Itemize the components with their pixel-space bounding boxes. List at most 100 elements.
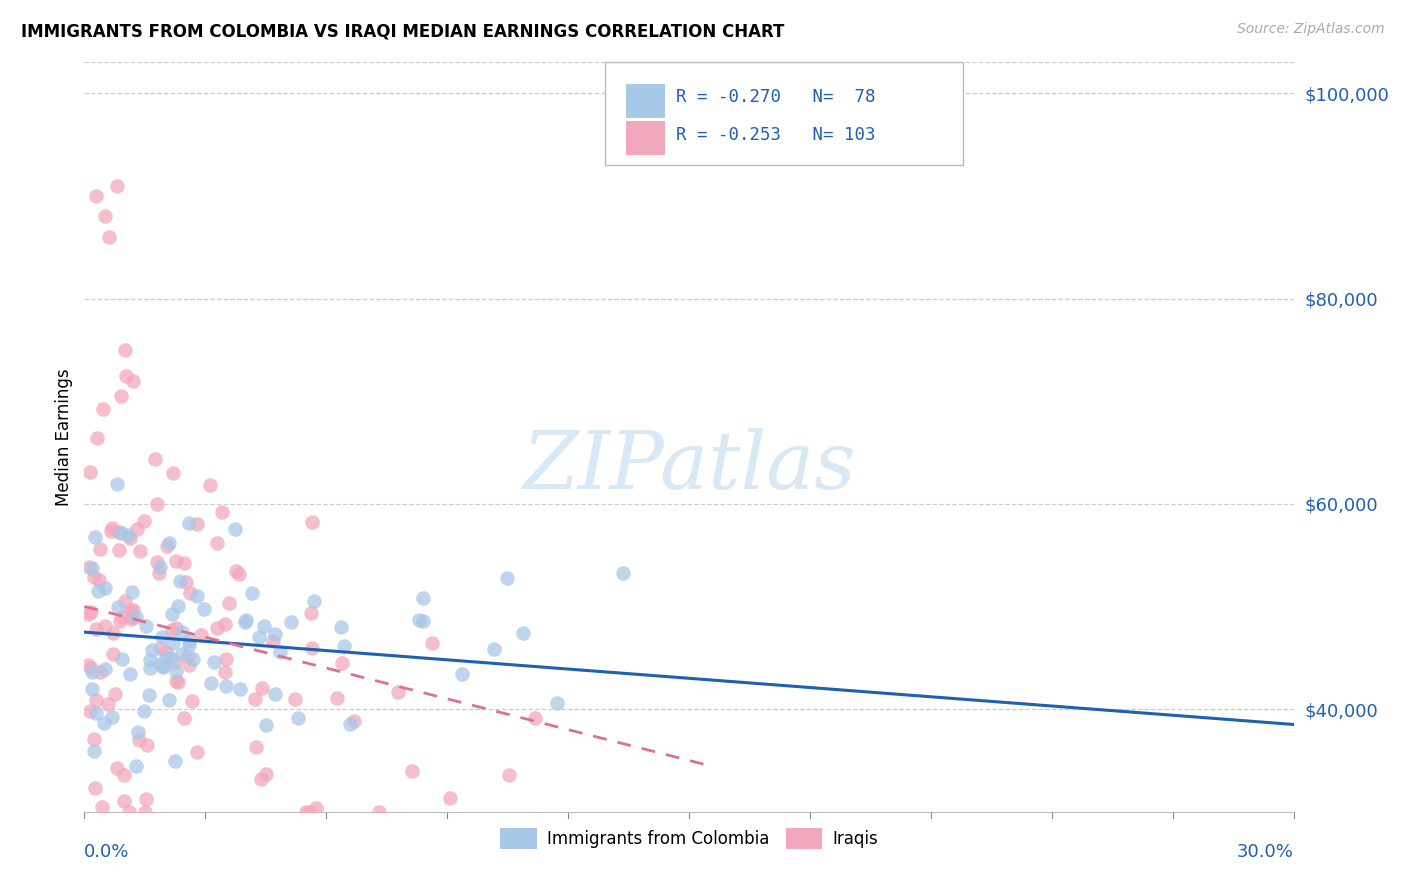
Point [169, 574, 191, 589]
Point [83, 780, 105, 795]
Point [103, 687, 125, 701]
Point [250, 772, 273, 787]
Point [118, 531, 141, 545]
Point [215, 679, 238, 693]
Point [155, 645, 177, 659]
Point [225, 564, 247, 578]
Point [110, 389, 132, 403]
Point [128, 732, 150, 747]
Text: 30.0%: 30.0% [1237, 843, 1294, 861]
Point [280, 615, 302, 629]
Point [162, 635, 184, 649]
Point [301, 515, 323, 529]
Point [110, 525, 132, 540]
Point [190, 628, 212, 642]
Point [250, 681, 273, 695]
Point [93, 210, 115, 224]
Point [299, 606, 322, 620]
Point [107, 525, 129, 540]
Point [100, 524, 122, 538]
Point [498, 768, 520, 782]
Point [107, 542, 129, 557]
Point [228, 566, 250, 581]
Point [235, 613, 257, 627]
Point [512, 626, 534, 640]
Point [84, 622, 107, 636]
Point [177, 649, 200, 664]
Point [524, 711, 547, 725]
Point [129, 543, 152, 558]
Point [83, 570, 105, 584]
Point [89, 665, 111, 679]
Point [264, 687, 287, 701]
Point [166, 674, 188, 689]
Point [93, 715, 115, 730]
Point [83, 731, 105, 746]
Point [252, 619, 274, 633]
Point [148, 566, 170, 581]
Text: 0.0%: 0.0% [84, 843, 129, 861]
Point [422, 636, 444, 650]
Point [198, 478, 221, 492]
Point [143, 451, 166, 466]
Point [202, 655, 225, 669]
Point [148, 560, 170, 574]
Point [173, 711, 195, 725]
Point [125, 522, 148, 536]
Point [93, 582, 115, 596]
Point [114, 343, 136, 357]
Point [77, 607, 100, 621]
Point [245, 739, 267, 754]
Point [138, 688, 160, 702]
Point [262, 634, 284, 648]
Point [205, 621, 228, 635]
Point [121, 585, 143, 599]
Point [77, 559, 100, 574]
Point [167, 599, 190, 614]
Text: Source: ZipAtlas.com: Source: ZipAtlas.com [1237, 22, 1385, 37]
Point [218, 596, 240, 610]
Point [121, 609, 143, 624]
Point [186, 517, 208, 532]
Y-axis label: Median Earnings: Median Earnings [55, 368, 73, 506]
Point [120, 603, 142, 617]
Point [152, 659, 174, 673]
Point [150, 630, 173, 644]
Point [94, 618, 117, 632]
Text: R = -0.270   N=  78: R = -0.270 N= 78 [676, 88, 876, 106]
Point [157, 693, 180, 707]
Point [211, 504, 233, 518]
Point [412, 591, 434, 606]
Point [111, 652, 134, 666]
Point [233, 615, 256, 630]
Point [101, 521, 124, 535]
Point [80, 661, 103, 675]
Point [82, 682, 104, 697]
Point [111, 610, 134, 624]
Point [287, 711, 309, 725]
Point [330, 656, 353, 670]
Point [112, 794, 135, 808]
Point [179, 586, 201, 600]
Point [496, 571, 519, 585]
Point [224, 522, 246, 536]
Point [177, 516, 200, 531]
Point [87, 573, 110, 587]
Point [114, 368, 136, 383]
Point [79, 465, 101, 479]
Point [146, 555, 169, 569]
Point [135, 738, 157, 752]
Point [183, 652, 205, 666]
Point [146, 497, 169, 511]
Point [101, 626, 124, 640]
Point [343, 714, 366, 728]
Point [254, 766, 277, 780]
Point [82, 665, 104, 680]
Point [305, 801, 328, 815]
Point [295, 805, 318, 819]
Point [105, 476, 128, 491]
Point [89, 542, 111, 557]
Point [155, 651, 177, 665]
Point [247, 630, 270, 644]
Point [86, 431, 108, 445]
